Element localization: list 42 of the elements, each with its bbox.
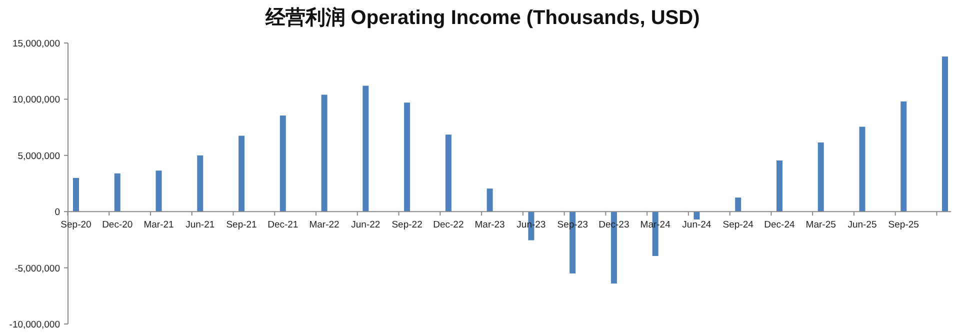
bar (942, 56, 948, 212)
bar (818, 142, 824, 212)
x-tick-label: Dec-24 (764, 220, 795, 231)
bar (694, 212, 700, 220)
bar (900, 101, 907, 212)
bar (776, 160, 782, 212)
x-tick-label: Dec-20 (102, 220, 133, 231)
x-tick-label: Jun-25 (848, 220, 877, 231)
x-tick-label: Sep-20 (60, 220, 92, 231)
bar (445, 134, 452, 212)
x-tick-label: Jun-24 (682, 220, 712, 231)
bar (156, 170, 162, 212)
x-tick-label: Sep-24 (722, 220, 754, 231)
y-tick-label: -5,000,000 (14, 263, 60, 274)
x-tick-label: Mar-25 (806, 220, 836, 231)
y-tick-label: -10,000,000 (9, 320, 60, 330)
bar (238, 136, 245, 212)
bar (280, 116, 286, 212)
bar (114, 173, 120, 212)
y-tick-label: 10,000,000 (12, 94, 60, 106)
bar (735, 198, 742, 212)
x-tick-label: Dec-21 (268, 220, 298, 231)
bar (321, 94, 328, 212)
x-tick-label: Jun-22 (351, 220, 380, 231)
chart-title: 经营利润 Operating Income (Thousands, USD) (264, 6, 700, 29)
bar (859, 126, 866, 212)
x-tick-label: Sep-21 (226, 220, 257, 231)
x-tick-label: Jun-21 (186, 220, 215, 231)
y-tick-label: 0 (54, 207, 60, 218)
bar (362, 86, 369, 212)
x-tick-label: Mar-21 (144, 220, 174, 231)
x-tick-label: Sep-22 (392, 220, 422, 231)
x-tick-label: Mar-23 (474, 220, 505, 231)
bar (73, 178, 79, 212)
bar (404, 102, 410, 212)
y-tick-label: 15,000,000 (12, 38, 60, 50)
x-tick-label: Dec-22 (433, 220, 464, 231)
bar (486, 188, 493, 212)
x-tick-label: Sep-25 (888, 220, 919, 231)
x-tick-label: Mar-22 (309, 220, 340, 231)
y-tick-label: 5,000,000 (18, 150, 60, 162)
bar (197, 155, 204, 212)
